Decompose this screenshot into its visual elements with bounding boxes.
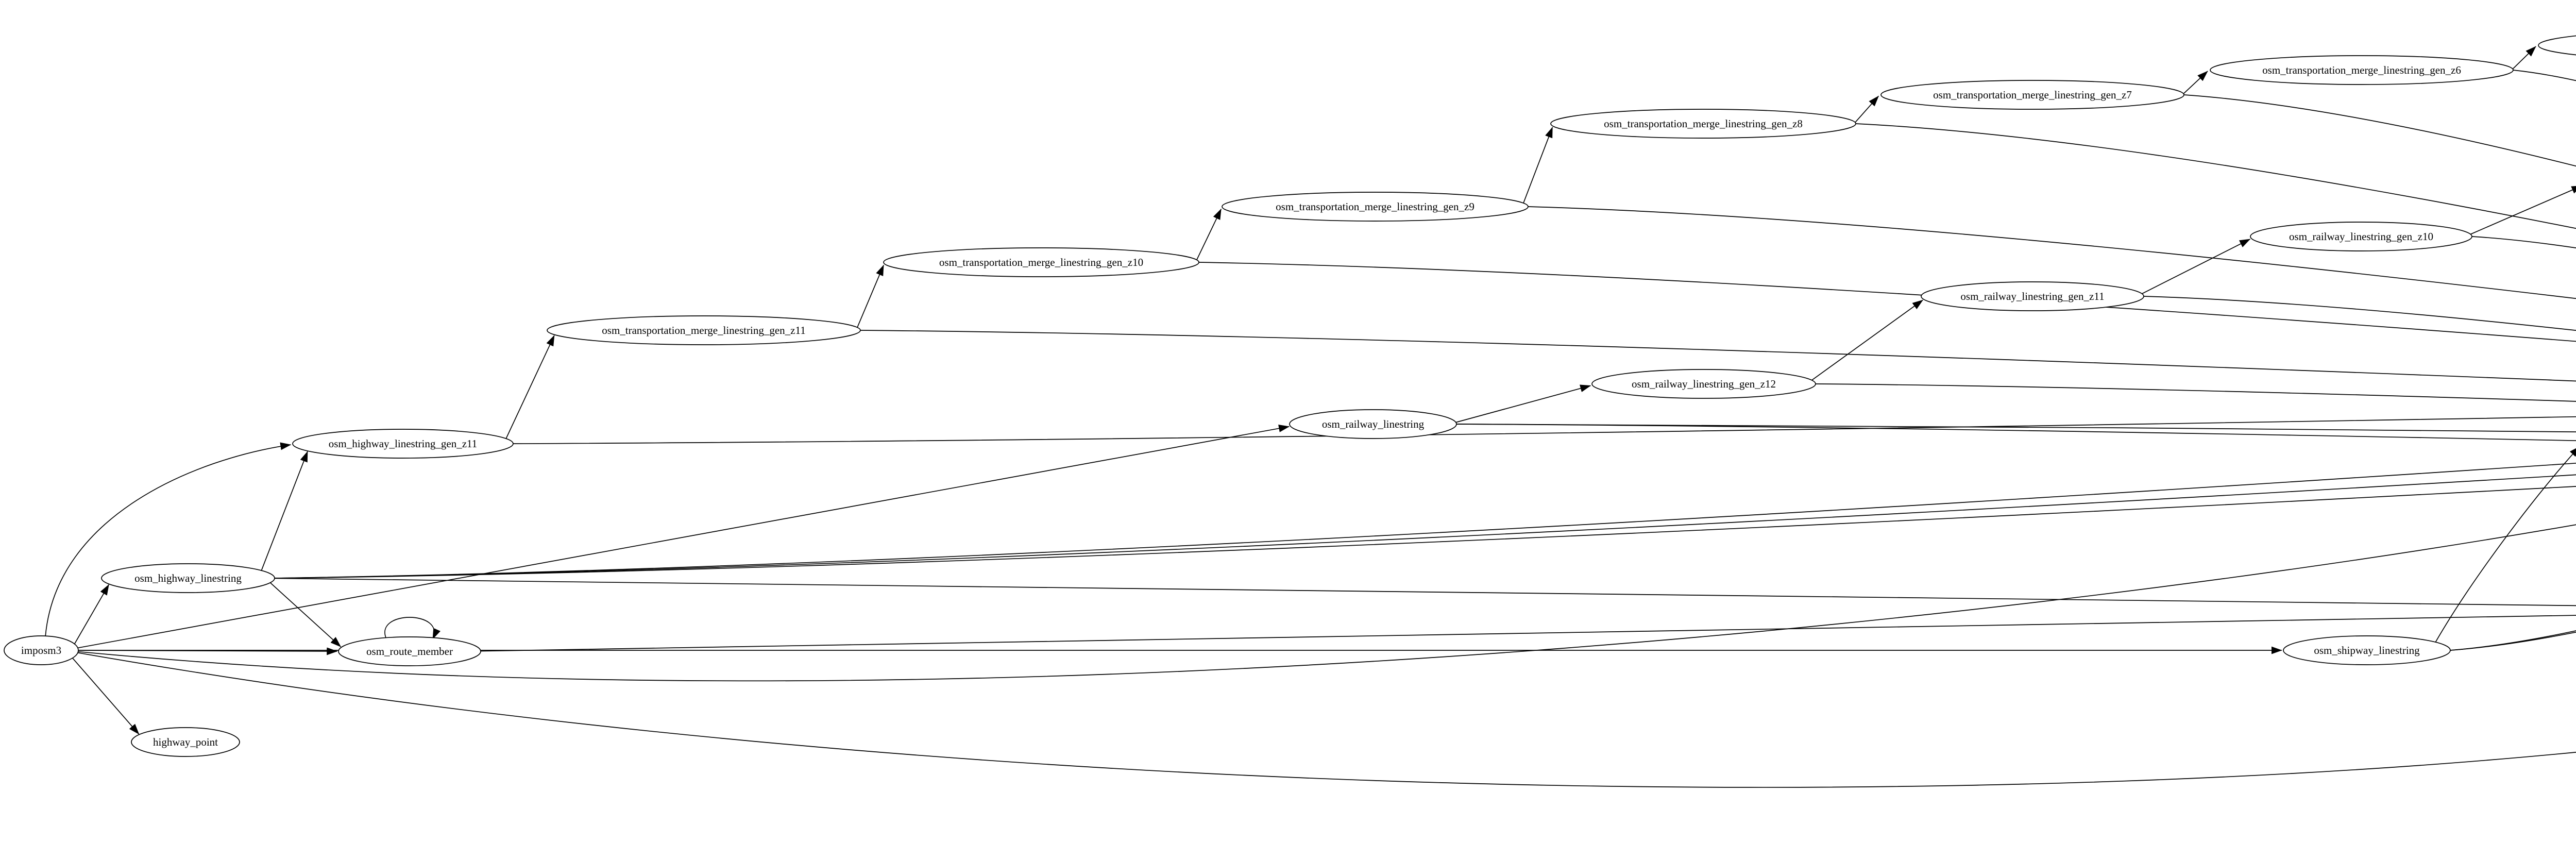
edge-imposm3-osm_railway_linestring xyxy=(77,424,1290,649)
edge-merge_z11-layer-z11 xyxy=(860,330,2576,382)
edge-osm_highway_linestring-layer-z14+ xyxy=(274,486,2576,579)
edge-osm_route_member-osm_transportation_name_network xyxy=(480,615,2576,652)
edge-imposm3-osm_aerialway_linestring xyxy=(78,524,2576,682)
node-label-osm_highway_linestring_gen_z11: osm_highway_linestring_gen_z11 xyxy=(329,437,478,450)
edge-merge_z8-merge_z7 xyxy=(1855,95,1879,123)
edge-merge_z7-merge_z6 xyxy=(2183,71,2208,94)
edge-railway_z11-railway_z10 xyxy=(2142,239,2251,294)
node-ellipse-merge_z6 xyxy=(2210,55,2514,85)
node-label-merge_z8: osm_transportation_merge_linestring_gen_… xyxy=(1604,117,1803,130)
edge-osm_shipway_linestring-layer-z14+ xyxy=(2450,631,2576,651)
node-ellipse-railway_z10 xyxy=(2250,222,2472,251)
node-ellipse-merge_z8 xyxy=(1550,109,1856,139)
edge-osm_railway_linestring-layer-z14+ xyxy=(1456,424,2576,441)
node-ellipse-highway_point xyxy=(131,727,240,757)
node-merge_z11: osm_transportation_merge_linestring_gen_… xyxy=(547,315,861,345)
node-ellipse-osm_route_member xyxy=(338,636,481,666)
edge-imposm3-osm_highway_linestring xyxy=(74,584,109,645)
edge-osm_highway_linestring-osm_route_member xyxy=(269,582,342,647)
edge-osm_shipway_linestring-shipway_z12 xyxy=(2435,446,2576,643)
node-ellipse-railway_z12 xyxy=(1591,369,1816,399)
node-label-merge_z10: osm_transportation_merge_linestring_gen_… xyxy=(939,256,1143,268)
edge-merge_z6-merge_z5 xyxy=(2512,46,2536,70)
node-merge_z5: osm_transportation_merge_linestring_gen_… xyxy=(2538,35,2576,56)
node-railway_z12: osm_railway_linestring_gen_z12 xyxy=(1591,369,1816,399)
edge-railway_z12-railway_z11 xyxy=(1811,299,1923,381)
node-ellipse-merge_z9 xyxy=(1222,192,1529,222)
node-osm_route_member: osm_route_member xyxy=(338,636,481,666)
node-ellipse-railway_z11 xyxy=(1921,281,2144,311)
node-label-railway_z12: osm_railway_linestring_gen_z12 xyxy=(1632,378,1776,390)
edge-imposm3-osm_highway_polygon xyxy=(77,652,2576,788)
node-merge_z9: osm_transportation_merge_linestring_gen_… xyxy=(1222,192,1529,222)
node-railway_z11: osm_railway_linestring_gen_z11 xyxy=(1921,281,2144,311)
edge-osm_highway_linestring-osm_transportation_name_network xyxy=(274,578,2576,607)
node-railway_z10: osm_railway_linestring_gen_z10 xyxy=(2250,222,2472,251)
node-label-osm_railway_linestring: osm_railway_linestring xyxy=(1322,418,1425,430)
node-label-railway_z10: osm_railway_linestring_gen_z10 xyxy=(2289,230,2433,243)
edge-merge_z11-merge_z10 xyxy=(857,264,884,328)
edge-osm_railway_linestring-railway_z12 xyxy=(1455,384,1591,423)
edge-merge_z10-layer-z10 xyxy=(1198,262,2576,342)
node-merge_z7: osm_transportation_merge_linestring_gen_… xyxy=(1880,80,2184,110)
edge-layer xyxy=(45,46,2576,788)
edge-osm_highway_linestring_gen_z11-merge_z11 xyxy=(505,335,555,439)
node-ellipse-merge_z10 xyxy=(883,247,1199,277)
node-osm_shipway_linestring: osm_shipway_linestring xyxy=(2283,635,2451,665)
edge-railway_z10-layer-z10 xyxy=(2471,236,2576,248)
node-merge_z6: osm_transportation_merge_linestring_gen_… xyxy=(2210,55,2514,85)
node-label-railway_z11: osm_railway_linestring_gen_z11 xyxy=(1960,290,2104,302)
edge-merge_z7-layer-z7 xyxy=(2183,94,2576,167)
node-ellipse-imposm3 xyxy=(4,635,79,665)
node-ellipse-merge_z11 xyxy=(547,315,861,345)
edge-osm_highway_linestring-osm_highway_linestring_gen_z11 xyxy=(261,451,308,571)
edge-imposm3-highway_point xyxy=(72,658,140,735)
node-label-osm_shipway_linestring: osm_shipway_linestring xyxy=(2314,644,2420,656)
node-ellipse-osm_highway_linestring_gen_z11 xyxy=(292,429,514,459)
node-ellipse-merge_z5 xyxy=(2538,35,2576,56)
node-ellipse-osm_shipway_linestring xyxy=(2283,635,2451,665)
node-merge_z8: osm_transportation_merge_linestring_gen_… xyxy=(1550,109,1856,139)
node-ellipse-osm_railway_linestring xyxy=(1289,409,1457,439)
node-highway_point: highway_point xyxy=(131,727,240,757)
edge-merge_z10-merge_z9 xyxy=(1196,208,1222,260)
node-label-imposm3: imposm3 xyxy=(21,644,61,656)
node-label-osm_highway_linestring: osm_highway_linestring xyxy=(134,572,242,584)
node-osm_highway_linestring: osm_highway_linestring xyxy=(101,563,275,593)
edge-railway_z11-layer-z11 xyxy=(2143,296,2576,331)
edge-osm_railway_linestring-layer-z13 xyxy=(1456,424,2576,432)
edge-merge_z6-layer-z6 xyxy=(2513,70,2576,81)
edge-railway_z12-layer-z12 xyxy=(1815,383,2576,402)
node-osm_railway_linestring: osm_railway_linestring xyxy=(1289,409,1457,439)
edge-osm_highway_linestring-layer-z12 xyxy=(274,463,2576,579)
node-layer: imposm3 highway_point osm_highway_linestri… xyxy=(4,35,2576,757)
edge-imposm3-osm_highway_linestring_gen_z11 xyxy=(45,442,292,636)
edge-osm_highway_linestring-layer-z13 xyxy=(274,474,2576,579)
edge-osm_highway_linestring_gen_z11-layer-z11 xyxy=(513,416,2576,444)
node-imposm3: imposm3 xyxy=(4,635,79,665)
node-label-merge_z6: osm_transportation_merge_linestring_gen_… xyxy=(2262,64,2461,76)
node-label-merge_z7: osm_transportation_merge_linestring_gen_… xyxy=(1933,89,2132,101)
node-ellipse-osm_highway_linestring xyxy=(101,563,275,593)
node-ellipse-merge_z7 xyxy=(1880,80,2184,110)
edge-osm_shipway_linestring-layer-z13 xyxy=(2450,630,2576,651)
node-label-merge_z9: osm_transportation_merge_linestring_gen_… xyxy=(1276,200,1475,213)
node-merge_z10: osm_transportation_merge_linestring_gen_… xyxy=(883,247,1199,277)
edge-merge_z8-layer-z8 xyxy=(1855,123,2576,229)
edge-osm_route_member-osm_route_member xyxy=(384,617,440,639)
node-label-merge_z11: osm_transportation_merge_linestring_gen_… xyxy=(602,324,805,336)
edge-merge_z9-merge_z8 xyxy=(1523,127,1553,204)
node-osm_highway_linestring_gen_z11: osm_highway_linestring_gen_z11 xyxy=(292,429,514,459)
edge-merge_z9-layer-z9 xyxy=(1528,206,2576,299)
edge-railway_z10-railway_z9 xyxy=(2470,186,2576,235)
node-label-highway_point: highway_point xyxy=(153,736,218,748)
node-label-osm_route_member: osm_route_member xyxy=(366,645,453,658)
